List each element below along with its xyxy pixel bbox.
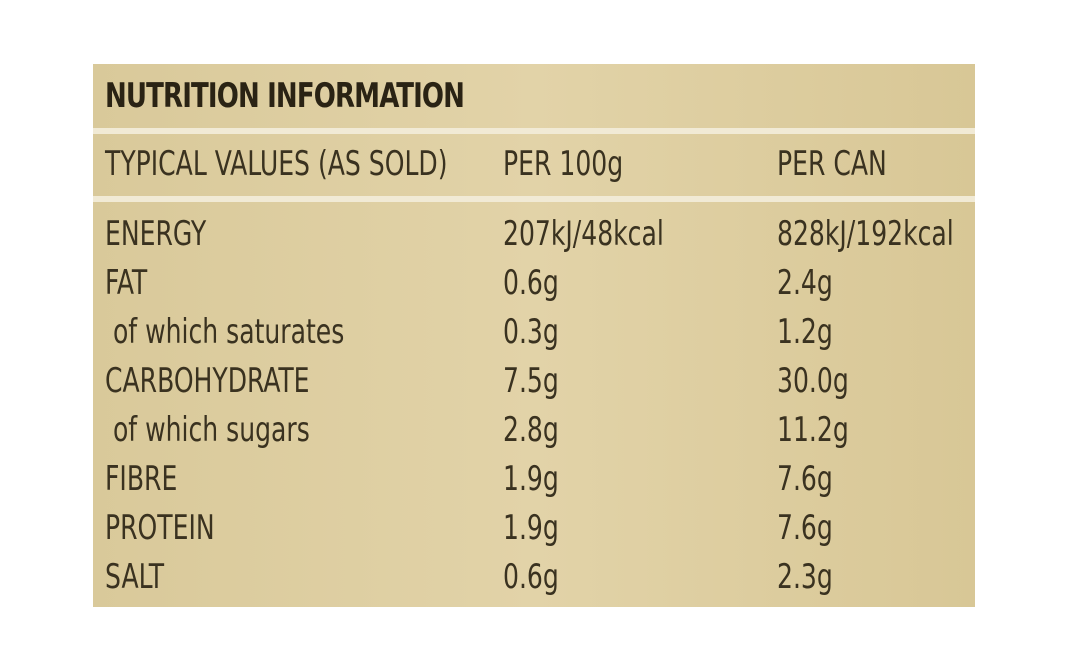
table-cell: 0.6g — [503, 263, 559, 303]
table-cell: of which sugars — [105, 410, 310, 450]
rule — [93, 196, 975, 202]
title: NUTRITION INFORMATION — [105, 76, 465, 116]
table-cell: PROTEIN — [105, 508, 215, 548]
table-cell: 2.4g — [777, 263, 833, 303]
table-cell: 1.9g — [503, 508, 559, 548]
table-cell: CARBOHYDRATE — [105, 361, 310, 401]
table-cell: PER CAN — [777, 144, 887, 184]
rule — [93, 128, 975, 134]
table-cell: 828kJ/192kcal — [777, 214, 954, 254]
table-cell: PER 100g — [503, 144, 624, 184]
table-cell: FIBRE — [105, 459, 178, 499]
table-cell: 1.2g — [777, 312, 833, 352]
table-cell: 11.2g — [777, 410, 849, 450]
table-cell: ENERGY — [105, 214, 207, 254]
table-cell: 207kJ/48kcal — [503, 214, 664, 254]
table-cell: 0.3g — [503, 312, 559, 352]
table-cell: SALT — [105, 557, 165, 597]
table-cell: 2.8g — [503, 410, 559, 450]
table-cell: 7.5g — [503, 361, 559, 401]
table-cell: 7.6g — [777, 459, 833, 499]
table-cell: 0.6g — [503, 557, 559, 597]
table-cell: FAT — [105, 263, 148, 303]
table-cell: 1.9g — [503, 459, 559, 499]
table-cell: TYPICAL VALUES (AS SOLD) — [105, 144, 448, 184]
table-cell: 7.6g — [777, 508, 833, 548]
table-cell: 30.0g — [777, 361, 849, 401]
nutrition-label: NUTRITION INFORMATION TYPICAL VALUES (AS… — [93, 64, 975, 607]
table-cell: 2.3g — [777, 557, 833, 597]
table-cell: of which saturates — [105, 312, 345, 352]
